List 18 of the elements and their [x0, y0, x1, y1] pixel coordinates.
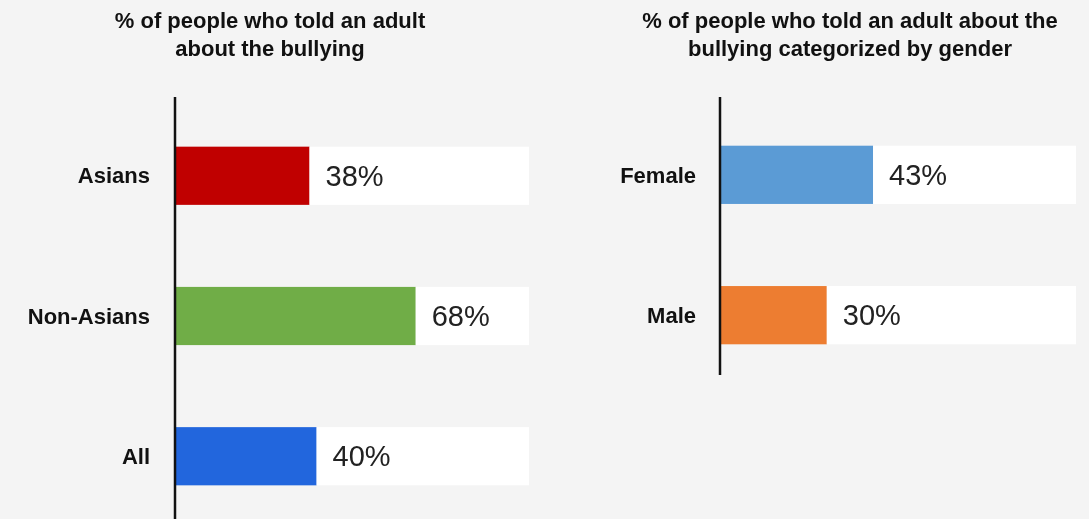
bar [316, 427, 529, 486]
bar [309, 146, 529, 205]
data-label: 40% [332, 440, 391, 473]
y-tick-label: Female [620, 162, 696, 188]
data-label: 68% [431, 300, 490, 333]
data-label: 43% [889, 158, 948, 191]
bar [415, 286, 529, 346]
data-label: 30% [842, 299, 901, 332]
data-label: 38% [325, 159, 384, 192]
chart-title: % of people who told an adult about the bullying categorized by gender [642, 8, 1058, 61]
bar [175, 427, 317, 486]
y-tick-label: Non-Asians [27, 303, 150, 329]
bar [175, 286, 416, 346]
y-tick-label: Male [647, 302, 696, 328]
bar [175, 146, 310, 205]
y-tick-label: Asians [77, 163, 150, 189]
y-tick-label: All [121, 443, 150, 469]
chart-title: % of people who told an adult about the bullying [114, 8, 426, 61]
